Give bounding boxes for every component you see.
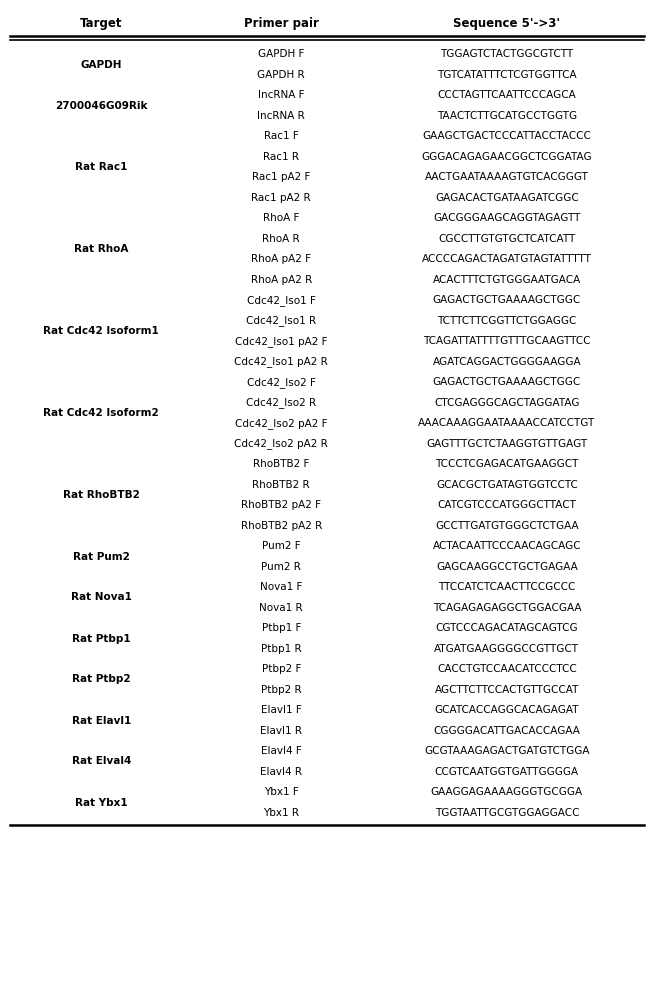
Text: Pum2 R: Pum2 R [262,561,301,571]
Text: Rat Ybx1: Rat Ybx1 [75,798,128,808]
Text: AAACAAAGGAATAAAACCATCCTGT: AAACAAAGGAATAAAACCATCCTGT [418,418,596,429]
Text: GAAGGAGAAAAGGGTGCGGA: GAAGGAGAAAAGGGTGCGGA [431,788,583,797]
Text: lncRNA R: lncRNA R [257,111,305,121]
Text: CCGTCAATGGTGATTGGGGA: CCGTCAATGGTGATTGGGGA [435,767,579,777]
Text: GGGACAGAGAACGGCTCGGATAG: GGGACAGAGAACGGCTCGGATAG [422,152,592,162]
Text: Rat Elavl1: Rat Elavl1 [72,715,131,725]
Text: Nova1 R: Nova1 R [260,603,303,613]
Text: GAPDH: GAPDH [80,59,122,69]
Text: RhoA pA2 R: RhoA pA2 R [250,275,312,285]
Text: Cdc42_Iso1 pA2 F: Cdc42_Iso1 pA2 F [235,336,328,347]
Text: Ybx1 F: Ybx1 F [264,788,299,797]
Text: Rat Ptbp1: Rat Ptbp1 [72,634,131,644]
Text: TGGAGTCTACTGGCGTCTT: TGGAGTCTACTGGCGTCTT [440,49,574,59]
Text: TAACTCTTGCATGCCTGGTG: TAACTCTTGCATGCCTGGTG [437,111,577,121]
Text: Cdc42_Iso2 R: Cdc42_Iso2 R [246,397,317,408]
Text: Rat Pum2: Rat Pum2 [73,551,129,561]
Text: lncRNA F: lncRNA F [258,91,305,101]
Text: GAGTTTGCTCTAAGGTGTTGAGT: GAGTTTGCTCTAAGGTGTTGAGT [426,439,587,449]
Text: Nova1 F: Nova1 F [260,582,302,593]
Text: AGATCAGGACTGGGGAAGGA: AGATCAGGACTGGGGAAGGA [432,357,581,367]
Text: ACTACAATTCCCAACAGCAGC: ACTACAATTCCCAACAGCAGC [432,541,581,551]
Text: TGGTAATTGCGTGGAGGACC: TGGTAATTGCGTGGAGGACC [435,808,579,818]
Text: TCCCTCGAGACATGAAGGCT: TCCCTCGAGACATGAAGGCT [435,460,579,469]
Text: TCTTCTTCGGTTCTGGAGGC: TCTTCTTCGGTTCTGGAGGC [437,316,577,326]
Text: RhoBTB2 R: RhoBTB2 R [252,480,310,490]
Text: RhoA pA2 F: RhoA pA2 F [251,255,311,265]
Text: Rat Elval4: Rat Elval4 [72,757,131,767]
Text: Cdc42_Iso1 F: Cdc42_Iso1 F [247,295,316,306]
Text: Cdc42_Iso2 pA2 R: Cdc42_Iso2 pA2 R [234,439,328,450]
Text: Ptbp1 F: Ptbp1 F [262,624,301,633]
Text: ACCCCAGACTAGATGTAGTATTTTT: ACCCCAGACTAGATGTAGTATTTTT [422,255,592,265]
Text: RhoBTB2 F: RhoBTB2 F [253,460,309,469]
Text: Cdc42_Iso2 pA2 F: Cdc42_Iso2 pA2 F [235,417,328,429]
Text: AACTGAATAAAAGTGTCACGGGT: AACTGAATAAAAGTGTCACGGGT [425,172,589,182]
Text: Rat Cdc42 Isoform1: Rat Cdc42 Isoform1 [44,326,159,336]
Text: Rac1 R: Rac1 R [263,152,300,162]
Text: GACGGGAAGCAGGTAGAGTT: GACGGGAAGCAGGTAGAGTT [433,213,581,223]
Text: GAAGCTGACTCCCATTACCTACCC: GAAGCTGACTCCCATTACCTACCC [422,131,591,141]
Text: AGCTTCTTCCACTGTTGCCAT: AGCTTCTTCCACTGTTGCCAT [435,685,579,695]
Text: GAGCAAGGCCTGCTGAGAA: GAGCAAGGCCTGCTGAGAA [436,561,577,571]
Text: GAPDH F: GAPDH F [258,49,304,59]
Text: Ptbp2 F: Ptbp2 F [262,664,301,674]
Text: ATGATGAAGGGGCCGTTGCT: ATGATGAAGGGGCCGTTGCT [434,644,579,654]
Text: CCCTAGTTCAATTCCCAGCA: CCCTAGTTCAATTCCCAGCA [438,91,576,101]
Text: Rat RhoBTB2: Rat RhoBTB2 [63,490,140,500]
Text: Cdc42_Iso1 pA2 R: Cdc42_Iso1 pA2 R [234,356,328,367]
Text: RhoBTB2 pA2 R: RhoBTB2 pA2 R [241,521,322,531]
Text: TCAGAGAGAGGCTGGACGAA: TCAGAGAGAGGCTGGACGAA [432,603,581,613]
Text: Rat Rac1: Rat Rac1 [75,162,128,172]
Text: GAGACTGCTGAAAAGCTGGC: GAGACTGCTGAAAAGCTGGC [433,377,581,387]
Text: Rat Cdc42 Isoform2: Rat Cdc42 Isoform2 [44,408,159,418]
Text: ACACTTTCTGTGGGAATGACA: ACACTTTCTGTGGGAATGACA [433,275,581,285]
Text: Elavl4 F: Elavl4 F [261,746,301,757]
Text: Cdc42_Iso2 F: Cdc42_Iso2 F [247,377,316,387]
Text: TTCCATCTCAACTTCCGCCC: TTCCATCTCAACTTCCGCCC [438,582,576,593]
Text: CATCGTCCCATGGGCTTACT: CATCGTCCCATGGGCTTACT [438,500,576,510]
Text: GAPDH R: GAPDH R [258,69,305,79]
Text: GAGACTGCTGAAAAGCTGGC: GAGACTGCTGAAAAGCTGGC [433,295,581,305]
Text: Rat RhoA: Rat RhoA [74,244,129,254]
Text: Elavl1 F: Elavl1 F [261,705,301,715]
Text: Ybx1 R: Ybx1 R [263,808,300,818]
Text: Cdc42_Iso1 R: Cdc42_Iso1 R [246,315,317,326]
Text: TCAGATTATTTTGTTTGCAAGTTCC: TCAGATTATTTTGTTTGCAAGTTCC [423,336,591,346]
Text: Sequence 5'->3': Sequence 5'->3' [453,16,560,29]
Text: Primer pair: Primer pair [244,16,318,29]
Text: GCGTAAAGAGACTGATGTCTGGA: GCGTAAAGAGACTGATGTCTGGA [424,746,590,757]
Text: Rat Ptbp2: Rat Ptbp2 [72,674,131,684]
Text: Ptbp2 R: Ptbp2 R [261,685,301,695]
Text: Rac1 F: Rac1 F [264,131,299,141]
Text: CTCGAGGGCAGCTAGGATAG: CTCGAGGGCAGCTAGGATAG [434,397,579,407]
Text: RhoA R: RhoA R [262,233,300,243]
Text: CACCTGTCCAACATCCCTCC: CACCTGTCCAACATCCCTCC [437,664,577,674]
Text: CGCCTTGTGTGCTCATCATT: CGCCTTGTGTGCTCATCATT [438,233,576,243]
Text: GCACGCTGATAGTGGTCCTC: GCACGCTGATAGTGGTCCTC [436,480,577,490]
Text: GCATCACCAGGCACAGAGAT: GCATCACCAGGCACAGAGAT [435,705,579,715]
Text: Rac1 pA2 F: Rac1 pA2 F [252,172,311,182]
Text: Elavl1 R: Elavl1 R [260,725,302,735]
Text: Ptbp1 R: Ptbp1 R [261,644,301,654]
Text: Rat Nova1: Rat Nova1 [71,593,132,603]
Text: CGTCCCAGACATAGCAGTCG: CGTCCCAGACATAGCAGTCG [436,624,578,633]
Text: Target: Target [80,16,122,29]
Text: TGTCATATTTCTCGTGGTTCA: TGTCATATTTCTCGTGGTTCA [437,69,577,79]
Text: RhoBTB2 pA2 F: RhoBTB2 pA2 F [241,500,321,510]
Text: Pum2 F: Pum2 F [262,541,301,551]
Text: 2700046G09Rik: 2700046G09Rik [55,101,148,111]
Text: Rac1 pA2 R: Rac1 pA2 R [251,193,311,203]
Text: Elavl4 R: Elavl4 R [260,767,302,777]
Text: GAGACACTGATAAGATCGGC: GAGACACTGATAAGATCGGC [435,193,579,203]
Text: GCCTTGATGTGGGCTCTGAA: GCCTTGATGTGGGCTCTGAA [435,521,579,531]
Text: RhoA F: RhoA F [263,213,300,223]
Text: CGGGGACATTGACACCAGAA: CGGGGACATTGACACCAGAA [434,725,580,735]
